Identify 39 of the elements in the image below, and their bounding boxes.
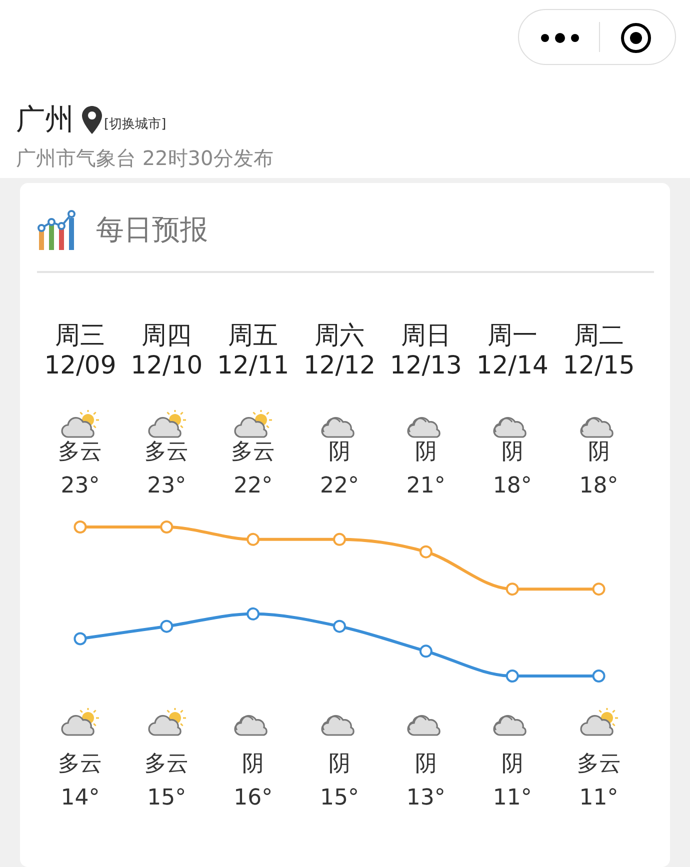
data-label: 多云 23° [58, 440, 102, 499]
point [592, 670, 606, 682]
chart-title: 每日预报 [96, 212, 208, 248]
point [419, 644, 432, 658]
point [246, 607, 260, 620]
point [506, 670, 519, 682]
data-label: 阴 21° [406, 440, 446, 499]
data-label: 阴 18° [492, 440, 532, 499]
point [333, 532, 346, 546]
data-label: 阴 18° [579, 440, 618, 499]
point [74, 520, 87, 534]
x-tick-label: 周四 12/10 [130, 320, 203, 380]
text: 广州 [16, 101, 74, 138]
x-tick-label: 周三 12/09 [44, 320, 116, 380]
data-label: 阴 22° [320, 440, 359, 499]
point [160, 520, 174, 534]
x-tick-label: 周日 12/13 [390, 320, 462, 380]
text: [切换城市] [104, 116, 166, 133]
data-label: 多云 23° [144, 440, 189, 499]
x-tick-label: 周六 12/12 [303, 320, 376, 380]
point [246, 532, 260, 546]
data-label: 阴 16° [234, 752, 273, 811]
x-tick-label: 周一 12/14 [476, 320, 548, 380]
data-label: 多云 14° [58, 752, 102, 811]
data-label: 阴 15° [320, 752, 359, 811]
point [160, 620, 174, 633]
data-label: 多云 11° [576, 752, 621, 811]
data-label: 阴 11° [492, 752, 532, 811]
point [333, 620, 346, 633]
point [74, 632, 87, 646]
data-label: 阴 13° [406, 752, 446, 811]
x-tick-label: 周二 12/15 [562, 320, 635, 380]
data-label: 多云 15° [144, 752, 189, 811]
point [419, 545, 432, 558]
point [592, 582, 606, 596]
data-label: 多云 22° [231, 440, 276, 499]
text: 广州市气象台 22时30分发布 [16, 145, 274, 172]
x-tick-label: 周五 12/11 [217, 320, 290, 380]
point [506, 582, 519, 596]
